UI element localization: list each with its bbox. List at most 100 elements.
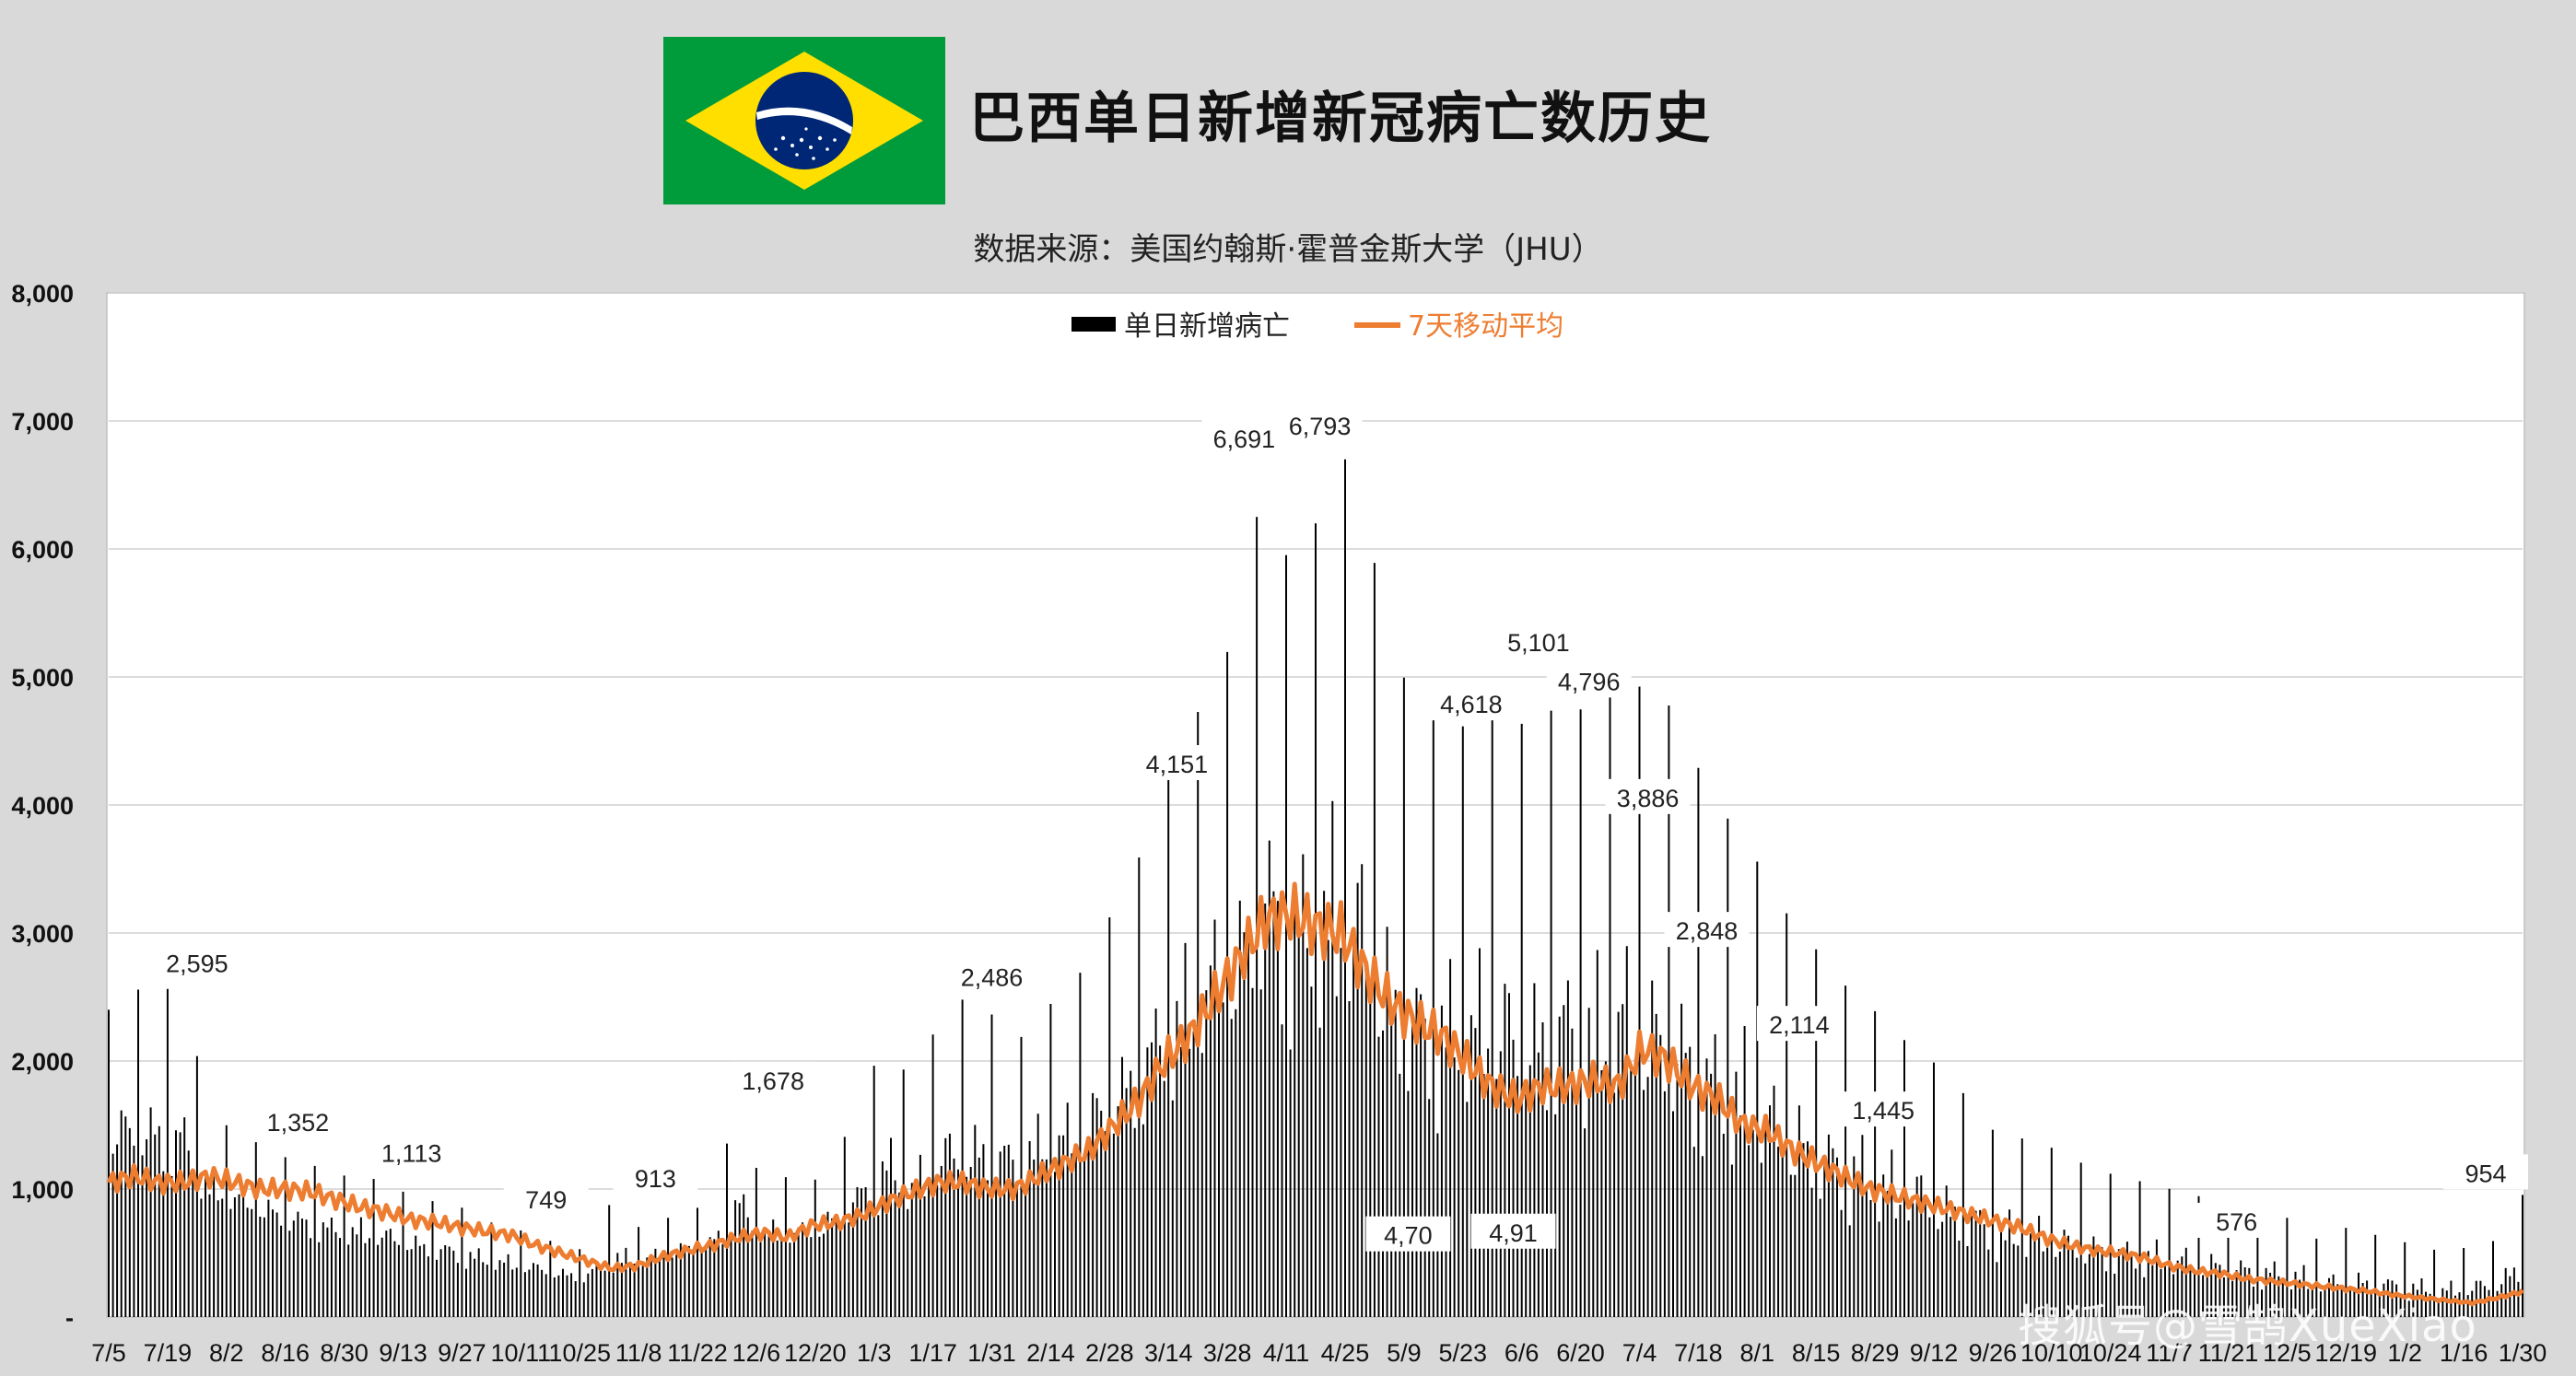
x-tick-label: 3/14 (1144, 1339, 1193, 1367)
x-tick-label: 9/26 (1969, 1339, 2018, 1367)
x-tick-label: 5/9 (1387, 1339, 1422, 1367)
x-tick-label: 2/28 (1085, 1339, 1134, 1367)
data-label: 6,691 (1213, 426, 1276, 453)
data-label-bg (503, 1180, 589, 1216)
x-tick-label: 10/10 (2020, 1339, 2083, 1367)
x-tick-label: 12/5 (2263, 1339, 2312, 1367)
flag-band (756, 107, 852, 134)
data-label: 3,886 (1617, 785, 1680, 812)
x-tick-label: 1/16 (2440, 1339, 2488, 1367)
data-label: 1,445 (1852, 1097, 1914, 1125)
chart-subtitle: 数据来源：美国约翰斯·霍普金斯大学（JHU） (973, 231, 1603, 268)
data-label-bg (731, 1061, 816, 1097)
data-label: 2,848 (1676, 917, 1739, 945)
data-label-bg (1841, 1091, 1926, 1127)
x-tick-label: 11/21 (2198, 1339, 2259, 1367)
x-tick-label: 12/19 (2315, 1339, 2378, 1367)
x-tick-label: 7/19 (144, 1339, 193, 1367)
x-tick-label: 7/4 (1622, 1339, 1657, 1367)
x-tick-label: 1/30 (2499, 1339, 2547, 1367)
legend: 单日新增病亡 7天移动平均 (1071, 310, 1563, 343)
x-tick-label: 10/11 (491, 1339, 552, 1367)
data-label: 954 (2465, 1160, 2506, 1187)
x-tick-label: 11/22 (667, 1339, 728, 1367)
y-tick-label: - (65, 1304, 74, 1332)
data-label-bg (154, 944, 240, 980)
x-tick-label: 2/14 (1026, 1339, 1075, 1367)
data-label: 1,352 (267, 1109, 330, 1137)
data-label-bg (1365, 1216, 1451, 1252)
x-tick-label: 11/8 (615, 1339, 662, 1367)
y-tick-label: 4,000 (11, 792, 74, 820)
x-tick-label: 1/17 (908, 1339, 957, 1367)
data-label-bg (2443, 1154, 2528, 1190)
x-tick-label: 8/16 (261, 1339, 310, 1367)
x-tick-label: 5/23 (1438, 1339, 1487, 1367)
data-label-bg (1546, 662, 1632, 698)
data-label: 4,151 (1146, 751, 1209, 778)
data-label-bg (1605, 778, 1691, 814)
data-label: 5,101 (1507, 629, 1570, 657)
x-tick-label: 3/28 (1203, 1339, 1252, 1367)
x-tick-label: 12/6 (732, 1339, 781, 1367)
x-tick-label: 4/11 (1263, 1339, 1310, 1367)
x-tick-label: 1/3 (857, 1339, 892, 1367)
data-label-bg (1756, 1006, 1842, 1042)
x-tick-label: 8/29 (1851, 1339, 1900, 1367)
moving-average-line (106, 881, 2524, 1307)
data-label: 4,70 (1384, 1222, 1433, 1250)
data-label: 576 (2216, 1208, 2257, 1236)
flag-stars (774, 127, 837, 160)
x-tick-label: 8/15 (1792, 1339, 1841, 1367)
y-tick-label: 5,000 (11, 664, 74, 692)
daily-deaths-bars (108, 459, 2523, 1317)
x-tick-label: 8/1 (1739, 1339, 1774, 1367)
data-label-bg (613, 1160, 698, 1195)
data-label-bg (1495, 623, 1581, 659)
legend-bar-swatch (1071, 317, 1116, 332)
data-label: 2,114 (1769, 1011, 1830, 1039)
data-label: 2,486 (961, 963, 1024, 991)
y-tick-label: 2,000 (11, 1048, 74, 1076)
y-tick-label: 1,000 (11, 1176, 74, 1204)
x-tick-label: 9/27 (438, 1339, 486, 1367)
x-tick-label: 11/7 (2146, 1339, 2193, 1367)
data-label-bg (2194, 1202, 2279, 1238)
data-label: 4,796 (1558, 668, 1621, 695)
data-label: 1,113 (381, 1139, 442, 1167)
x-tick-label: 9/12 (1910, 1339, 1959, 1367)
data-label-bg (1201, 419, 1287, 455)
x-tick-label: 12/20 (784, 1339, 847, 1367)
data-label: 6,793 (1289, 413, 1352, 440)
data-label: 749 (525, 1186, 567, 1214)
watermark: 搜狐号@雪鹄XueXiao (2018, 1300, 2477, 1352)
data-label: 913 (635, 1165, 676, 1193)
y-tick-label: 6,000 (11, 536, 74, 564)
y-tick-label: 3,000 (11, 920, 74, 948)
legend-moving-average: 7天移动平均 (1408, 310, 1563, 343)
x-tick-label: 7/5 (91, 1339, 126, 1367)
x-tick-label: 8/30 (320, 1339, 369, 1367)
data-labels: 2,595 1,352 1,113 749 913 1,678 2,486 4,151 6,69… (154, 406, 2528, 1252)
data-label-bg (369, 1134, 454, 1170)
data-label: 4,618 (1440, 691, 1503, 718)
data-label-bg (1134, 745, 1220, 781)
legend-daily-deaths: 单日新增病亡 (1124, 310, 1290, 343)
data-label-bg (949, 958, 1035, 994)
data-label-bg (1428, 685, 1514, 721)
x-tick-label: 7/18 (1674, 1339, 1723, 1367)
chart-title: 巴西单日新增新冠病亡数历史 (969, 87, 1712, 151)
x-tick-label: 1/2 (2387, 1339, 2422, 1367)
data-label-bg (1664, 912, 1750, 948)
x-tick-label: 6/20 (1556, 1339, 1605, 1367)
x-tick-label: 1/31 (967, 1339, 1016, 1367)
data-label-bg (1277, 406, 1363, 442)
x-tick-label: 4/25 (1321, 1339, 1370, 1367)
x-tick-label: 9/13 (379, 1339, 427, 1367)
x-tick-label: 8/2 (209, 1339, 244, 1367)
data-label: 2,595 (166, 950, 228, 977)
y-tick-label: 7,000 (11, 408, 74, 436)
x-tick-label: 10/24 (2079, 1339, 2142, 1367)
